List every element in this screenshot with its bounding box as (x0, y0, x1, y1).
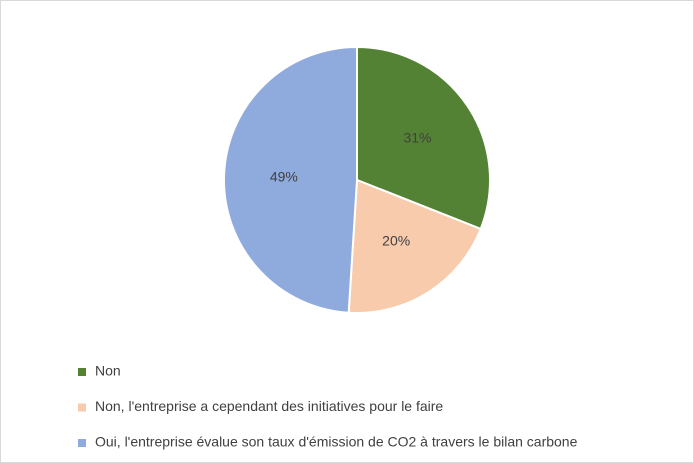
data-label: 49% (270, 168, 298, 184)
legend-label: Oui, l'entreprise évalue son taux d'émis… (95, 434, 578, 450)
legend-label: Non, l'entreprise a cependant des initia… (95, 398, 443, 414)
pie-slice (356, 45, 491, 231)
legend-swatch (78, 368, 86, 376)
data-label: 31% (403, 130, 431, 146)
pie-slice (347, 178, 482, 314)
legend-swatch (78, 403, 86, 412)
legend-swatch (78, 439, 86, 447)
pie-slice (222, 45, 358, 314)
data-label: 20% (382, 232, 410, 248)
legend-label: Non (95, 363, 121, 379)
